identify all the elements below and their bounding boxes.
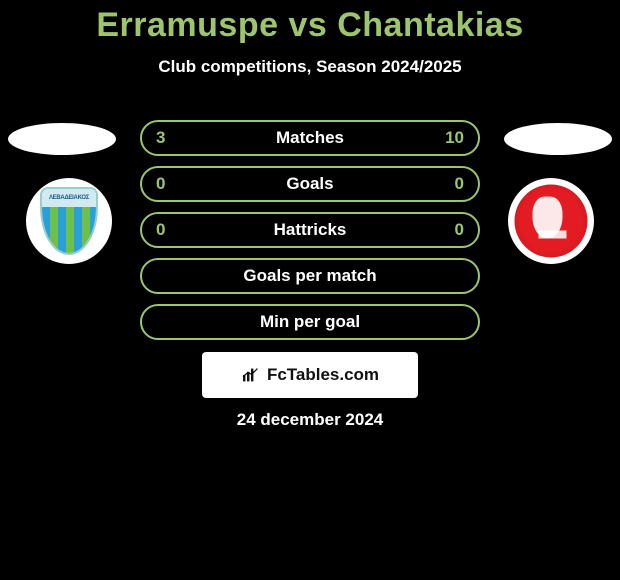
levadiakos-crest: ΛΕΒΑΔΕΙΑΚΟΣ — [40, 187, 98, 255]
stat-label: Goals per match — [142, 266, 478, 286]
stat-right-value: 0 — [455, 174, 464, 194]
attribution-box: FcTables.com — [202, 352, 418, 398]
player-ellipse-right — [504, 123, 612, 155]
stat-row-matches: 3 Matches 10 — [140, 120, 480, 156]
stat-row-goals-per-match: Goals per match — [140, 258, 480, 294]
page-title: Erramuspe vs Chantakias — [0, 0, 620, 45]
stat-row-min-per-goal: Min per goal — [140, 304, 480, 340]
stat-right-value: 10 — [445, 128, 464, 148]
club-badge-left: ΛΕΒΑΔΕΙΑΚΟΣ — [26, 178, 112, 264]
page-subtitle: Club competitions, Season 2024/2025 — [0, 57, 620, 77]
bar-chart-icon — [241, 367, 261, 383]
levadiakos-crest-text: ΛΕΒΑΔΕΙΑΚΟΣ — [42, 189, 96, 207]
stat-label: Hattricks — [142, 220, 478, 240]
levadiakos-stripes — [42, 207, 96, 253]
stat-left-value: 3 — [156, 128, 165, 148]
stat-label: Min per goal — [142, 312, 478, 332]
stat-right-value: 0 — [455, 220, 464, 240]
stat-left-value: 0 — [156, 174, 165, 194]
player-ellipse-left — [8, 123, 116, 155]
date-text: 24 december 2024 — [0, 410, 620, 430]
stats-panel: 3 Matches 10 0 Goals 0 0 Hattricks 0 Goa… — [140, 120, 480, 350]
stat-label: Matches — [142, 128, 478, 148]
stat-row-hattricks: 0 Hattricks 0 — [140, 212, 480, 248]
stat-label: Goals — [142, 174, 478, 194]
attribution-text: FcTables.com — [267, 365, 379, 385]
red-crest — [515, 185, 588, 258]
stat-row-goals: 0 Goals 0 — [140, 166, 480, 202]
stat-left-value: 0 — [156, 220, 165, 240]
club-badge-right — [508, 178, 594, 264]
